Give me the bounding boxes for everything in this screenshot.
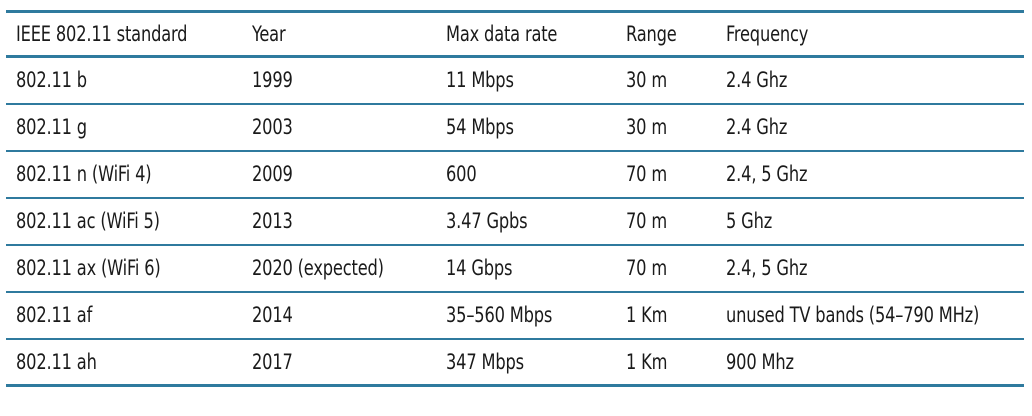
cell-frequency: 2.4 Ghz (726, 68, 788, 93)
cell-max-data-rate: 347 Mbps (446, 349, 524, 374)
wifi-standards-table: IEEE 802.11 standard Year Max data rate … (6, 10, 1024, 387)
cell-standard: 802.11 ax (WiFi 6) (16, 256, 161, 280)
header-range: Range (626, 22, 677, 46)
cell-frequency: 2.4, 5 Ghz (726, 256, 808, 280)
header-standard: IEEE 802.11 standard (16, 22, 188, 46)
cell-standard: 802.11 ac (WiFi 5) (16, 209, 160, 233)
cell-max-data-rate: 3.47 Gpbs (446, 209, 528, 233)
wifi-standards-table-container: IEEE 802.11 standard Year Max data rate … (6, 10, 1024, 387)
cell-range: 30 m (626, 115, 667, 139)
cell-frequency: 5 Ghz (726, 209, 773, 233)
cell-range: 70 m (626, 256, 667, 280)
cell-max-data-rate: 14 Gbps (446, 256, 513, 280)
cell-year: 2003 (252, 115, 293, 139)
table-header: IEEE 802.11 standard Year Max data rate … (6, 11, 1024, 57)
cell-year: 2020 (expected) (252, 256, 384, 280)
cell-max-data-rate: 11 Mbps (446, 68, 514, 93)
table-row: 802.11 ah 2017 347 Mbps 1 Km 900 Mhz (6, 339, 1024, 386)
table-row: 802.11 n (WiFi 4) 2009 600 70 m 2.4, 5 G… (6, 151, 1024, 198)
cell-range: 1 Km (626, 303, 668, 327)
cell-frequency: unused TV bands (54–790 MHz) (726, 303, 980, 327)
cell-year: 2009 (252, 162, 293, 186)
header-frequency: Frequency (726, 22, 809, 46)
table-row: 802.11 b 1999 11 Mbps 30 m 2.4 Ghz (6, 57, 1024, 104)
table-row: 802.11 ac (WiFi 5) 2013 3.47 Gpbs 70 m 5… (6, 198, 1024, 245)
cell-frequency: 900 Mhz (726, 349, 794, 374)
header-row: IEEE 802.11 standard Year Max data rate … (6, 11, 1024, 57)
cell-frequency: 2.4 Ghz (726, 115, 788, 139)
cell-range: 1 Km (626, 349, 668, 374)
cell-standard: 802.11 af (16, 303, 93, 327)
cell-year: 1999 (252, 68, 293, 93)
table-row: 802.11 g 2003 54 Mbps 30 m 2.4 Ghz (6, 104, 1024, 151)
cell-standard: 802.11 n (WiFi 4) (16, 162, 152, 186)
cell-range: 70 m (626, 209, 667, 233)
header-max-data-rate: Max data rate (446, 22, 558, 46)
cell-standard: 802.11 ah (16, 349, 97, 374)
table-body: 802.11 b 1999 11 Mbps 30 m 2.4 Ghz 802.1… (6, 57, 1024, 386)
cell-year: 2013 (252, 209, 293, 233)
cell-max-data-rate: 35–560 Mbps (446, 303, 553, 327)
cell-range: 70 m (626, 162, 667, 186)
cell-standard: 802.11 g (16, 115, 87, 139)
cell-standard: 802.11 b (16, 68, 87, 93)
cell-frequency: 2.4, 5 Ghz (726, 162, 808, 186)
cell-year: 2014 (252, 303, 293, 327)
cell-max-data-rate: 600 (446, 162, 477, 186)
table-row: 802.11 af 2014 35–560 Mbps 1 Km unused T… (6, 292, 1024, 339)
cell-year: 2017 (252, 349, 293, 374)
cell-range: 30 m (626, 68, 667, 93)
header-year: Year (252, 22, 286, 46)
table-row: 802.11 ax (WiFi 6) 2020 (expected) 14 Gb… (6, 245, 1024, 292)
cell-max-data-rate: 54 Mbps (446, 115, 514, 139)
